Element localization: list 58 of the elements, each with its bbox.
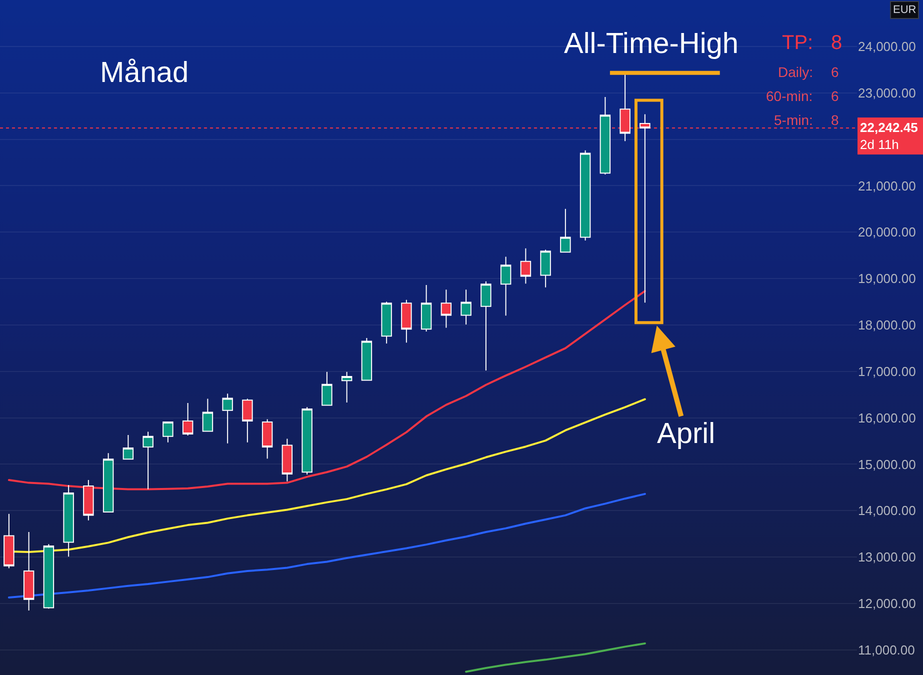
text: EUR — [893, 4, 916, 16]
candlestick — [43, 544, 54, 610]
y-tick-label: 16,000.00 — [858, 410, 916, 426]
annotation: All-Time-High — [564, 28, 739, 60]
text: 60-min: — [766, 88, 813, 104]
ref-line-label: 22,242.45 2d 11h — [860, 120, 918, 152]
candlestick — [361, 337, 372, 382]
candlestick — [460, 289, 472, 325]
candlestick — [520, 248, 532, 284]
y-tick-label: 19,000.00 — [858, 271, 916, 286]
candlestick — [142, 431, 154, 490]
candlestick — [420, 284, 432, 332]
y-tick-label: 24,000.00 — [858, 38, 916, 54]
candlestick — [302, 406, 312, 475]
candlestick — [401, 299, 412, 344]
y-tick-label: 14,000.00 — [858, 503, 916, 518]
candlestick — [222, 393, 233, 444]
candlestick — [322, 371, 332, 406]
candlestick — [381, 301, 392, 344]
candlestick — [600, 96, 611, 176]
y-tick-label: 12,000.00 — [858, 596, 916, 612]
line-series — [465, 642, 646, 673]
y-tick-label: 11,000.00 — [858, 642, 915, 658]
y-tick-label: 21,000.00 — [858, 178, 916, 194]
text: 5-min: — [774, 112, 813, 128]
candlestick — [23, 532, 34, 611]
y-tick-label: 23,000.00 — [858, 85, 916, 100]
y-tick-label: 17,000.00 — [858, 364, 916, 379]
text: Daily: — [778, 64, 814, 80]
line-series — [8, 492, 646, 598]
candlestick — [341, 371, 352, 403]
candlestick — [540, 249, 551, 288]
candlestick — [440, 289, 452, 328]
text: 6 — [831, 64, 839, 80]
candlestick — [102, 452, 114, 514]
text: 8 — [831, 112, 839, 128]
candlestick — [262, 418, 273, 460]
candlestick — [122, 434, 134, 460]
text: 6 — [831, 88, 839, 104]
candlestick — [580, 150, 591, 241]
candlestick — [242, 398, 253, 443]
candlestick — [480, 280, 492, 371]
y-tick-label: 13,000.00 — [858, 550, 916, 565]
candlestick — [500, 256, 512, 316]
candlestick — [202, 398, 214, 432]
candlestick — [560, 208, 571, 254]
text: TP: — [782, 32, 814, 54]
candlestick — [162, 421, 174, 443]
candlestick — [282, 438, 293, 482]
y-tick-label: 15,000.00 — [858, 456, 916, 472]
text: 8 — [831, 32, 842, 54]
candlestick — [182, 402, 194, 436]
y-tick-label: 20,000.00 — [858, 224, 916, 240]
candlestick — [63, 484, 74, 558]
y-tick-label: 18,000.00 — [858, 318, 916, 333]
text: Månad — [100, 57, 189, 90]
candlestick — [4, 513, 14, 569]
text: April — [657, 418, 716, 450]
